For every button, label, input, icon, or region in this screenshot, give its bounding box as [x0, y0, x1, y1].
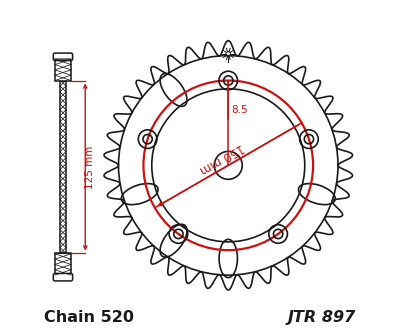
Text: JTR 897: JTR 897 — [288, 310, 356, 325]
FancyBboxPatch shape — [53, 274, 73, 281]
Bar — [60, 80, 66, 254]
Text: Chain 520: Chain 520 — [44, 310, 134, 325]
FancyBboxPatch shape — [53, 53, 73, 60]
Text: 150 mm: 150 mm — [197, 141, 246, 177]
Bar — [55, 59, 71, 80]
Text: 8.5: 8.5 — [232, 105, 248, 115]
Bar — [55, 254, 71, 275]
Text: 125 mm: 125 mm — [85, 145, 95, 189]
